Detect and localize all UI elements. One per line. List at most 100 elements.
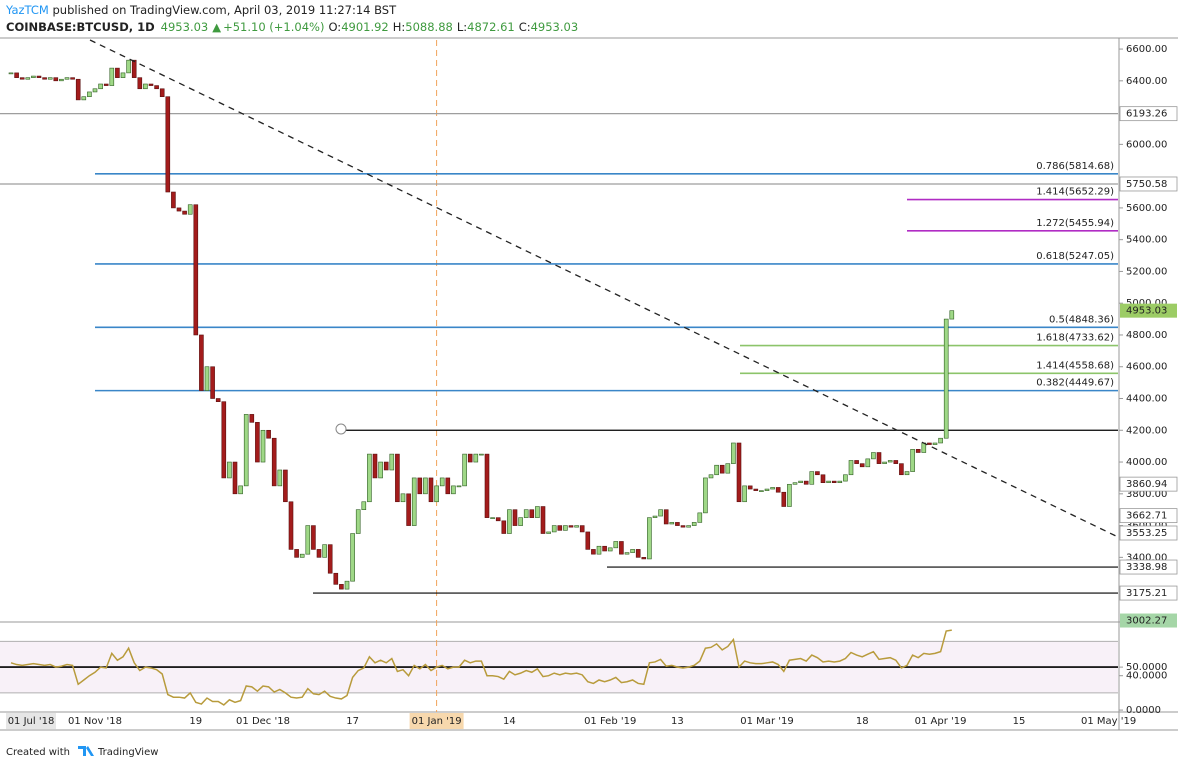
candle <box>451 485 456 495</box>
candle <box>232 461 238 495</box>
candle <box>904 471 910 476</box>
candle <box>120 72 126 78</box>
ohlc-label: C: <box>519 20 531 34</box>
candle <box>596 545 602 555</box>
candle <box>574 525 579 528</box>
author[interactable]: YazTCM <box>5 3 49 17</box>
candle <box>395 453 400 503</box>
candle <box>154 85 159 90</box>
drawing-handle[interactable] <box>335 423 347 435</box>
candle <box>680 525 686 528</box>
candle <box>563 525 568 531</box>
candle <box>238 485 243 495</box>
candle <box>109 67 115 86</box>
candle <box>59 78 64 82</box>
candle <box>14 72 19 78</box>
candle <box>131 59 137 78</box>
candle <box>322 544 327 558</box>
y-tick-label: 4000.00 <box>1126 457 1167 468</box>
y-tick-label: 4400.00 <box>1126 394 1167 405</box>
candle <box>64 77 70 80</box>
candle <box>193 204 199 336</box>
candle <box>591 549 596 555</box>
price-label: 3860.94 <box>1126 479 1167 490</box>
candle <box>602 545 607 552</box>
price-label: 6193.26 <box>1126 109 1167 120</box>
candle <box>546 531 551 534</box>
candle <box>204 366 210 391</box>
candle <box>887 460 893 463</box>
fib-label: 1.618(4733.62) <box>1036 333 1114 344</box>
logo <box>78 746 94 756</box>
candle <box>333 572 339 585</box>
candle <box>753 488 759 491</box>
candle <box>607 547 613 552</box>
candle <box>759 490 764 492</box>
ohlc-label: O: <box>328 20 341 34</box>
candle <box>551 525 557 533</box>
publish-line: YazTCM published on TradingView.com, Apr… <box>5 3 397 17</box>
candle <box>865 458 871 468</box>
candle <box>176 207 182 212</box>
fib-label: 0.5(4848.36) <box>1049 314 1114 325</box>
price-label: 3553.25 <box>1126 528 1167 539</box>
candle <box>893 460 899 464</box>
candle <box>876 452 882 464</box>
candle <box>361 501 367 510</box>
price-label-box <box>1119 559 1178 575</box>
x-tick-label: 01 Mar '19 <box>740 716 793 727</box>
x-tick-label: 17 <box>346 716 359 727</box>
candle <box>260 429 266 463</box>
price-label: 5750.58 <box>1126 179 1167 190</box>
candle <box>686 525 691 528</box>
candle <box>467 453 473 463</box>
candle <box>137 77 143 90</box>
last: 4953.03 <box>161 20 209 34</box>
candle <box>439 477 445 487</box>
footer-brand[interactable]: TradingView <box>97 747 158 758</box>
candle <box>501 520 507 534</box>
candle <box>635 549 641 558</box>
price-label-box <box>1119 476 1178 492</box>
x-tick-label: 18 <box>856 716 869 727</box>
candle <box>81 96 87 101</box>
candle <box>221 401 227 479</box>
candle <box>882 461 887 464</box>
candle <box>227 461 232 479</box>
candle <box>445 477 451 495</box>
fib-label: 0.618(5247.05) <box>1036 251 1114 262</box>
candle <box>579 525 585 533</box>
candle <box>641 557 647 560</box>
candle <box>949 310 955 320</box>
candle <box>199 334 204 391</box>
candle <box>540 506 546 534</box>
candle <box>406 493 411 526</box>
candle <box>557 525 563 531</box>
candle <box>837 480 843 483</box>
candle <box>456 485 462 488</box>
candle <box>266 429 271 439</box>
arrow: ▲ <box>212 20 221 34</box>
candle <box>417 477 423 495</box>
candle <box>283 469 288 503</box>
candle <box>742 485 747 503</box>
y-tick-label: 4800.00 <box>1126 330 1167 341</box>
published: published on TradingView.com, April 03, … <box>49 3 397 17</box>
x-tick-label: 13 <box>671 716 684 727</box>
rsi-line <box>10 629 952 706</box>
candle <box>731 442 736 464</box>
candle <box>171 191 176 209</box>
candle <box>277 469 283 487</box>
ohlc-value: 4901.92 <box>341 20 389 34</box>
candle <box>355 509 361 534</box>
candle <box>787 483 792 507</box>
candle <box>871 452 876 460</box>
y-tick-label: 5200.00 <box>1126 266 1167 277</box>
candle <box>691 522 697 526</box>
y-tick-label: 0.0000 <box>1126 705 1161 716</box>
ohlc-label: H: <box>393 20 406 34</box>
candle <box>490 517 495 519</box>
